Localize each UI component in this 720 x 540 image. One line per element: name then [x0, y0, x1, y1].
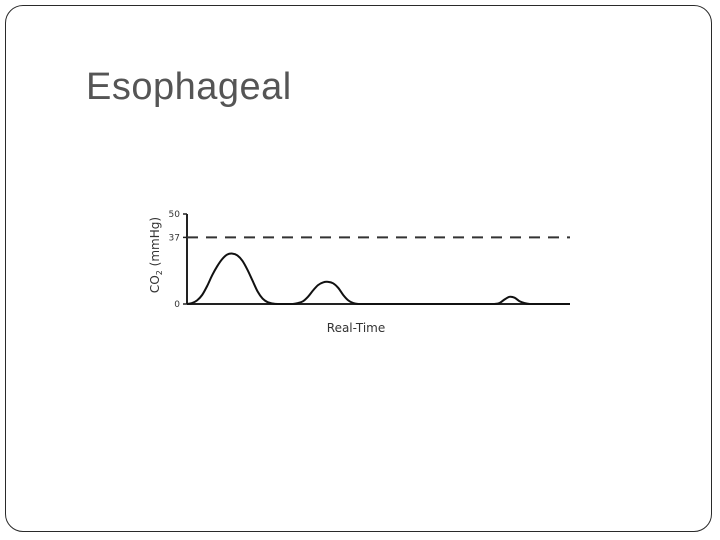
slide-title: Esophageal — [86, 66, 292, 108]
y-axis-label: CO2 (mmHg) — [148, 217, 164, 293]
y-tick-label: 0 — [174, 300, 180, 310]
y-axis-label-sub: 2 — [155, 270, 164, 275]
svg-text:CO2 (mmHg): CO2 (mmHg) — [148, 217, 164, 293]
x-axis-label: Real-Time — [327, 321, 385, 335]
slide: Esophageal — [5, 5, 712, 532]
plot-area: 0 37 50 — [169, 210, 570, 310]
series-line — [186, 252, 570, 306]
y-tick-label: 50 — [169, 210, 181, 220]
chart: CO2 (mmHg) Real-Time 0 37 50 — [148, 210, 570, 335]
y-axis-label-main: CO — [148, 275, 162, 293]
y-axis-label-unit: (mmHg) — [148, 217, 162, 270]
y-tick-label: 37 — [169, 233, 180, 243]
